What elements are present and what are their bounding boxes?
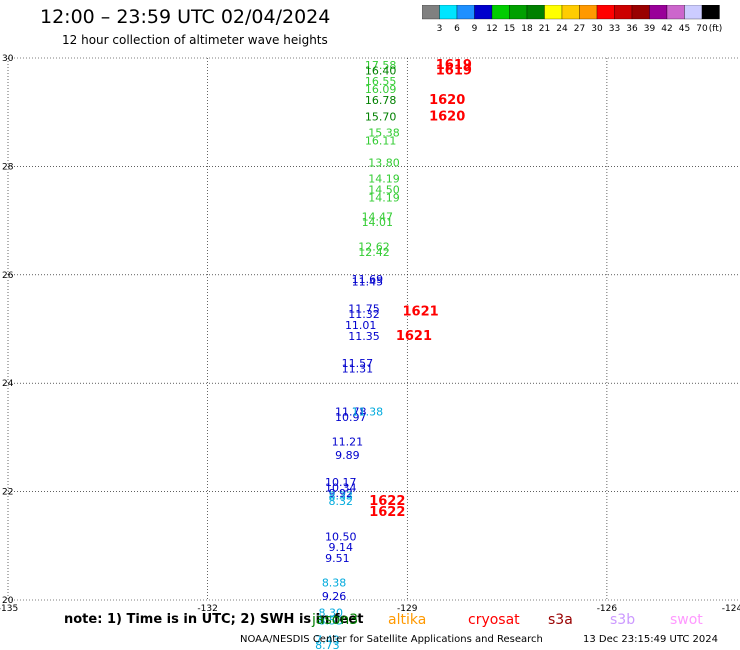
satellite-legend-jason3: jason3 — [312, 612, 359, 628]
wave-height-label: 8.38 — [322, 576, 347, 589]
wave-height-label: 11.32 — [348, 308, 380, 321]
footer-generated: 13 Dec 23:15:49 UTC 2024 — [583, 634, 718, 645]
colorbar-tick-label: 9 — [472, 24, 478, 34]
pass-time-label: 1621 — [396, 329, 432, 344]
colorbar-tick-label: 12 — [486, 24, 497, 34]
pass-time-label: 1622 — [369, 494, 405, 509]
wave-height-label: 12.42 — [358, 246, 390, 259]
wave-height-label: 11.01 — [345, 319, 377, 332]
note-prefix: note: — [64, 612, 103, 627]
wave-height-label: 10.34 — [325, 482, 357, 495]
wave-height-label: 10.50 — [325, 530, 357, 543]
colorbar-tick-label: 39 — [644, 24, 656, 34]
colorbar-tick-label: 36 — [626, 24, 638, 34]
pass-time-label: 1619 — [436, 63, 472, 78]
wave-height-label: 11.78 — [335, 406, 367, 419]
colorbar-tick-label: 24 — [556, 24, 568, 34]
colorbar-tick-label: 15 — [504, 24, 515, 34]
wave-height-label: 15.70 — [365, 110, 397, 123]
wave-height-label: 11.57 — [342, 357, 374, 370]
chart-subtitle: 12 hour collection of altimeter wave hei… — [62, 33, 328, 47]
y-tick-label: 20 — [2, 596, 14, 606]
y-tick-label: 26 — [2, 271, 14, 281]
colorbar-tick-label: 30 — [591, 24, 603, 34]
pass-time-label: 1619 — [436, 58, 472, 73]
wave-height-label: 17.58 — [365, 59, 397, 72]
satellite-legend-altika: altika — [388, 612, 427, 628]
wave-height-label: 7.43 — [315, 633, 340, 646]
wave-height-label: 11.31 — [342, 362, 374, 375]
colorbar-tick-label: 45 — [679, 24, 690, 34]
x-tick-label: -126 — [597, 604, 618, 614]
color-scale-legend: 3 6 9 12 15 18 21 24 27 30 33 36 39 42 45 70 (ft) — [422, 5, 723, 34]
note: note: 1) Time is in UTC; 2) SWH is in fe… — [64, 612, 363, 627]
wave-height-label: 12.62 — [358, 240, 390, 253]
y-tick-label: 30 — [2, 54, 14, 64]
wave-height-label: 8.30 — [318, 606, 343, 619]
wave-height-label: 11.45 — [352, 276, 384, 289]
wave-height-label: 15.38 — [368, 127, 400, 140]
wave-height-label: 16.09 — [365, 83, 397, 96]
wave-height-label: 9.26 — [322, 590, 347, 603]
colorbar-tick-label: 70 — [696, 24, 708, 34]
y-tick-label: 24 — [2, 379, 14, 389]
colorbar-cell — [701, 5, 720, 20]
colorbar-tick-label: 21 — [539, 24, 550, 34]
colorbar-tick-label: 6 — [454, 24, 460, 34]
wave-height-label: 14.19 — [368, 192, 400, 205]
wave-height-label: 11.38 — [352, 406, 384, 419]
wave-height-label: 8.73 — [315, 639, 340, 650]
wave-height-label: 16.78 — [365, 94, 397, 107]
wave-height-label: 9.89 — [335, 449, 360, 462]
pass-time-label: 1621 — [402, 304, 438, 319]
wave-height-label: 10.97 — [335, 411, 367, 424]
satellite-legend-swot: swot — [670, 612, 703, 628]
y-tick-label: 22 — [2, 488, 13, 498]
wave-height-label: 14.19 — [368, 173, 400, 186]
pass-time-label: 1622 — [369, 505, 405, 520]
wave-height-label: 9.14 — [328, 541, 353, 554]
wave-height-label: 11.35 — [348, 330, 380, 343]
wave-height-label: 9.92 — [328, 487, 353, 500]
wave-height-label: 8.53 — [318, 614, 343, 627]
pass-time-label: 1620 — [429, 93, 465, 108]
wave-height-label: 14.01 — [362, 216, 394, 229]
wave-height-label: 14.50 — [368, 184, 400, 197]
colorbar-tick-label: 3 — [437, 24, 443, 34]
colorbar-unit: (ft) — [709, 24, 723, 34]
x-tick-label: -132 — [197, 604, 217, 614]
chart-title: 12:00 – 23:59 UTC 02/04/2024 — [40, 6, 331, 28]
colorbar-tick-label: 27 — [574, 24, 585, 34]
wave-height-label: 11.75 — [348, 303, 380, 316]
colorbar-tick-label: 33 — [609, 24, 620, 34]
x-tick-label: -135 — [0, 604, 18, 614]
wave-height-label: 11.69 — [352, 273, 384, 286]
y-tick-label: 28 — [2, 162, 14, 172]
wave-height-label: 16.40 — [365, 64, 397, 77]
footer-credit: NOAA/NESDIS Center for Satellite Applica… — [240, 634, 543, 645]
wave-height-label: 16.55 — [365, 75, 397, 88]
x-tick-label: -129 — [397, 604, 418, 614]
note-text: 1) Time is in UTC; 2) SWH is in feet — [106, 612, 364, 627]
satellite-legend-cryosat: cryosat — [468, 612, 520, 628]
pass-time-label: 1620 — [429, 109, 465, 124]
colorbar-tick-label: 42 — [661, 24, 672, 34]
wave-height-label: 8.32 — [328, 495, 353, 508]
wave-height-label: 8.33 — [328, 490, 353, 503]
satellite-legend-s3b: s3b — [610, 612, 636, 628]
wave-height-label: 10.17 — [325, 476, 357, 489]
wave-height-label: 11.21 — [332, 436, 364, 449]
wave-height-label: 16.11 — [365, 135, 397, 148]
wave-height-label: 14.47 — [362, 211, 394, 224]
wave-height-label: 13.80 — [368, 156, 400, 169]
colorbar-tick-label: 18 — [521, 24, 533, 34]
wave-height-label: 9.51 — [325, 552, 350, 565]
satellite-legend-s3a: s3a — [548, 612, 573, 628]
x-tick-label: -124 — [722, 604, 740, 614]
